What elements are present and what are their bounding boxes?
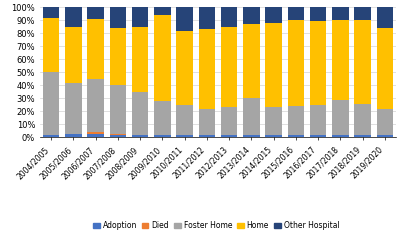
Bar [154, 135, 171, 137]
Bar [154, 101, 171, 135]
Bar [376, 7, 393, 28]
Bar [65, 27, 82, 83]
Bar [243, 7, 260, 24]
Bar [87, 19, 104, 79]
Bar [288, 106, 304, 135]
Bar [110, 135, 126, 137]
Bar [265, 108, 282, 135]
Bar [87, 134, 104, 137]
Bar [243, 98, 260, 135]
Bar [310, 105, 326, 135]
Bar [354, 20, 371, 104]
Bar [176, 135, 193, 137]
Bar [198, 7, 215, 29]
Bar [87, 7, 104, 19]
Bar [43, 7, 60, 18]
Bar [288, 7, 304, 20]
Bar [43, 18, 60, 72]
Bar [154, 15, 171, 101]
Bar [110, 7, 126, 28]
Bar [243, 135, 260, 137]
Bar [376, 135, 393, 137]
Bar [65, 134, 82, 137]
Bar [265, 135, 282, 137]
Bar [221, 108, 238, 135]
Bar [310, 21, 326, 105]
Bar [265, 7, 282, 23]
Legend: Adoption, Died, Foster Home, Home, Other Hospital: Adoption, Died, Foster Home, Home, Other… [90, 218, 342, 233]
Bar [154, 7, 171, 15]
Bar [310, 135, 326, 137]
Bar [132, 27, 148, 92]
Bar [288, 20, 304, 106]
Bar [65, 83, 82, 134]
Bar [110, 85, 126, 134]
Bar [110, 28, 126, 85]
Bar [221, 7, 238, 27]
Bar [221, 27, 238, 108]
Bar [354, 7, 371, 20]
Bar [221, 135, 238, 137]
Bar [110, 134, 126, 135]
Bar [198, 135, 215, 137]
Bar [376, 28, 393, 109]
Bar [132, 92, 148, 135]
Bar [332, 135, 349, 137]
Bar [176, 105, 193, 135]
Bar [332, 100, 349, 135]
Bar [132, 7, 148, 27]
Bar [243, 24, 260, 98]
Bar [87, 132, 104, 134]
Bar [198, 29, 215, 109]
Bar [332, 7, 349, 20]
Bar [65, 7, 82, 27]
Bar [176, 7, 193, 31]
Bar [354, 104, 371, 135]
Bar [132, 135, 148, 137]
Bar [198, 109, 215, 135]
Bar [288, 135, 304, 137]
Bar [87, 79, 104, 132]
Bar [332, 20, 349, 100]
Bar [310, 7, 326, 22]
Bar [176, 31, 193, 105]
Bar [354, 135, 371, 137]
Bar [265, 23, 282, 108]
Bar [376, 109, 393, 135]
Bar [43, 72, 60, 135]
Bar [43, 135, 60, 137]
